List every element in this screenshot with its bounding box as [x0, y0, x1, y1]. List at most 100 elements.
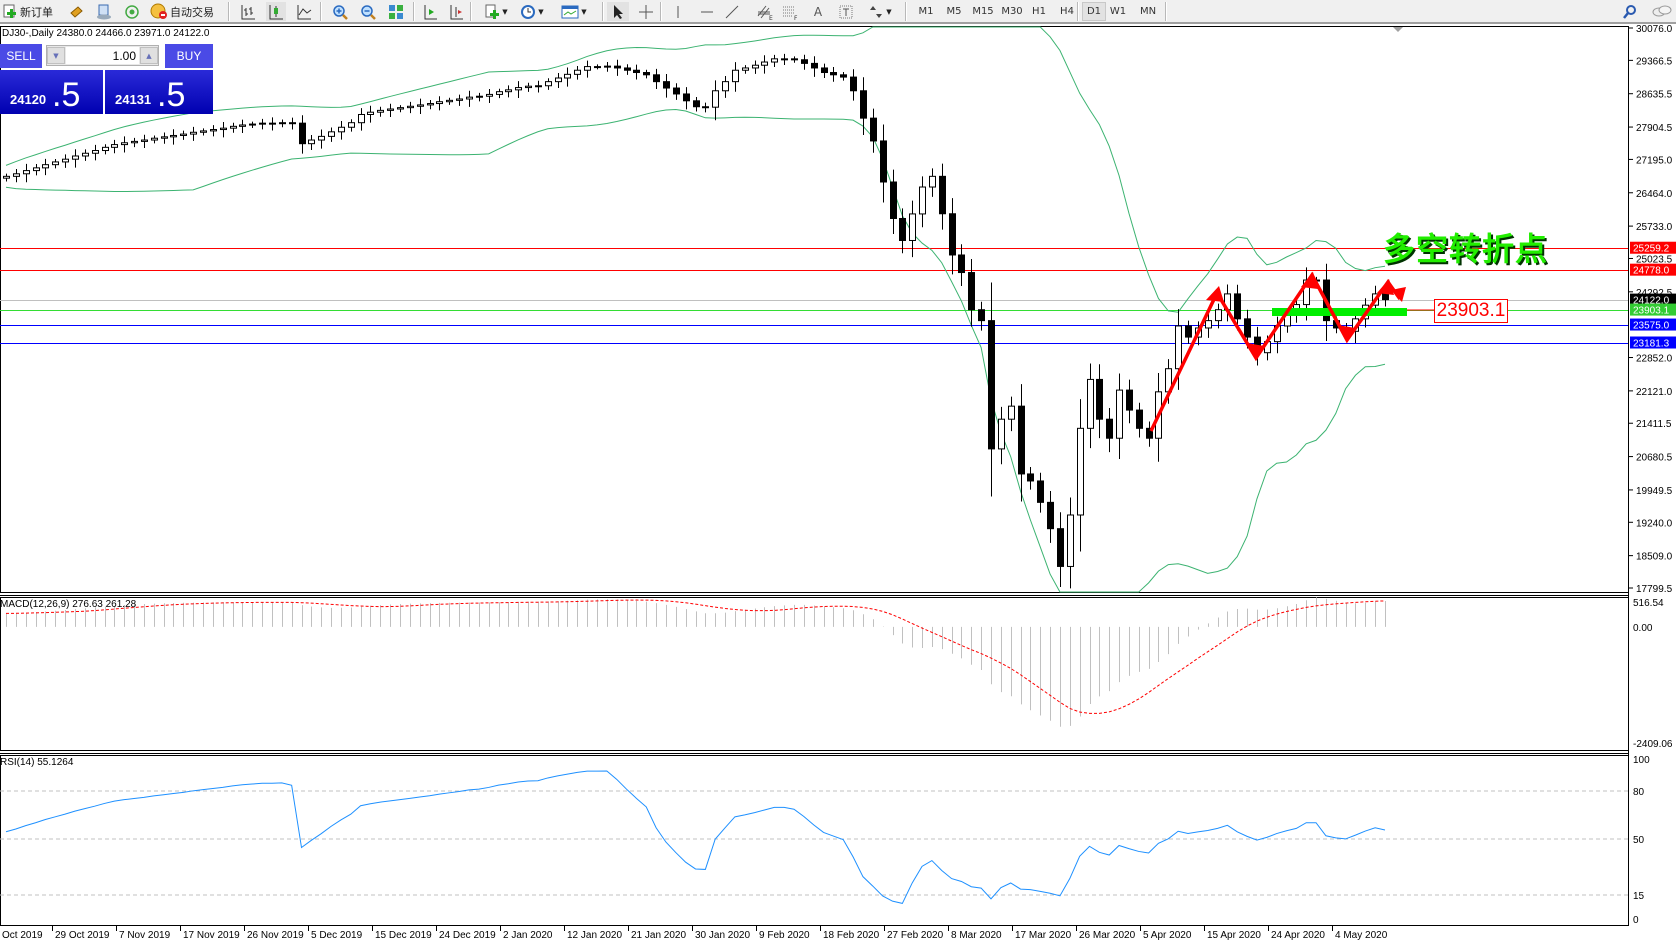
fibonacci-button[interactable]: F — [778, 2, 802, 21]
candlestick — [880, 124, 887, 203]
candlestick — [1027, 467, 1034, 490]
candle-body — [525, 85, 532, 89]
search-button[interactable] — [1620, 2, 1640, 21]
arrow-head-icon — [1338, 325, 1355, 342]
candlestick — [200, 128, 207, 136]
candlestick — [909, 200, 916, 258]
arrow-head-icon — [1301, 272, 1318, 289]
periods-button[interactable]: ▼ — [516, 2, 548, 21]
equidistant-channel-button[interactable]: E — [753, 2, 777, 21]
candlestick — [486, 88, 493, 104]
candlestick — [1037, 472, 1044, 513]
date-axis-label: 5 Apr 2020 — [1143, 930, 1192, 941]
terminal-button[interactable] — [94, 2, 114, 21]
level-price-label: 24122.0 — [1633, 296, 1670, 307]
timeframe-h1-button[interactable]: H1 — [1032, 6, 1046, 17]
navigator-button[interactable] — [66, 2, 86, 21]
candlestick — [72, 149, 79, 168]
text-label-button[interactable] — [836, 2, 856, 21]
candle-body — [781, 58, 788, 61]
horizontal-line-button[interactable] — [697, 2, 717, 21]
candlestick — [456, 94, 463, 106]
date-axis-label: 4 May 2020 — [1335, 930, 1388, 941]
indicators-button[interactable]: ▼ — [480, 2, 512, 21]
auto-trading-button[interactable]: 自动交易 — [150, 2, 222, 21]
line-chart-button[interactable] — [294, 2, 314, 21]
toolbar-separator — [1077, 2, 1079, 21]
auto-scroll-button[interactable] — [420, 2, 440, 21]
lot-increase-button[interactable]: ▲ — [140, 47, 158, 64]
bar-chart-button[interactable] — [238, 2, 258, 21]
new-order-button[interactable]: 新订单 — [2, 2, 60, 21]
chart-shift-button[interactable] — [446, 2, 466, 21]
zigzag-annotation — [1149, 271, 1434, 432]
candle-body — [752, 64, 759, 69]
timeframe-m15-button[interactable]: M15 — [972, 6, 994, 17]
candlestick — [23, 163, 30, 183]
candlestick — [397, 105, 404, 113]
candlestick — [752, 60, 759, 74]
sell-price-button[interactable]: 24120 .5 — [0, 70, 103, 114]
candle-body — [702, 106, 709, 109]
level-price-tag — [1630, 293, 1676, 306]
macd-axis-label: 0.00 — [1633, 623, 1653, 634]
timeframe-m30-button[interactable]: M30 — [1001, 6, 1023, 17]
sell-button[interactable]: SELL — [0, 44, 42, 68]
timeframe-w1-button[interactable]: W1 — [1109, 6, 1127, 17]
candlestick — [299, 115, 306, 154]
buy-price-button[interactable]: 24131 .5 — [105, 70, 213, 114]
candlestick — [821, 63, 828, 78]
date-axis-label: Oct 2019 — [2, 930, 43, 941]
candle-body — [584, 66, 591, 71]
cursor-button[interactable] — [607, 2, 629, 21]
price-axis-label: 30076.0 — [1636, 24, 1673, 35]
tile-windows-icon — [389, 4, 403, 19]
date-axis-label: 26 Nov 2019 — [247, 930, 304, 941]
timeframe-m1-button[interactable]: M1 — [918, 6, 934, 17]
search-icon — [1623, 4, 1636, 19]
text-button[interactable]: A — [808, 2, 828, 21]
candlestick — [1136, 402, 1143, 438]
zoom-out-button[interactable] — [358, 2, 378, 21]
toolbar-separator — [413, 2, 415, 21]
candlestick-button[interactable] — [266, 2, 286, 21]
timeframe-m5-button[interactable]: M5 — [946, 6, 962, 17]
crosshair-button[interactable] — [635, 2, 657, 21]
candlestick — [643, 69, 650, 79]
market-watch-button[interactable] — [122, 2, 142, 21]
candlestick — [525, 82, 532, 92]
buy-button[interactable]: BUY — [165, 44, 213, 68]
zoom-in-button[interactable] — [330, 2, 350, 21]
candlestick — [564, 67, 571, 87]
candle-body — [42, 164, 49, 169]
candle-body — [1126, 389, 1133, 411]
tile-windows-button[interactable] — [386, 2, 406, 21]
trendline-button[interactable] — [722, 2, 742, 21]
candlestick — [210, 125, 217, 137]
lot-size-input[interactable] — [66, 47, 139, 64]
toolbar-separator — [602, 2, 604, 21]
candlestick — [673, 83, 680, 100]
candle-body — [170, 134, 177, 138]
macd-axis-label: -2409.06 — [1633, 739, 1673, 750]
candlestick — [377, 106, 384, 117]
price-axis-label: 27904.5 — [1636, 123, 1673, 134]
lot-size-control: ▼ ▲ — [46, 45, 159, 66]
price-axis-label: 18509.0 — [1636, 552, 1673, 563]
candlestick — [230, 122, 237, 133]
candle-body — [180, 133, 187, 136]
shapes-button[interactable]: ▼ — [864, 2, 896, 21]
timeframe-mn-button[interactable]: MN — [1139, 6, 1157, 17]
toolbar-separator — [1165, 2, 1167, 21]
templates-button[interactable]: ▼ — [558, 2, 590, 21]
candlestick — [988, 282, 995, 497]
vertical-line-button[interactable] — [668, 2, 688, 21]
candle-body — [722, 81, 729, 92]
timeframe-h4-button[interactable]: H4 — [1060, 6, 1074, 17]
timeframe-d1-button[interactable]: D1 — [1082, 2, 1106, 21]
candle-body — [958, 254, 965, 274]
chat-button[interactable] — [1650, 2, 1674, 21]
chart-shift-marker[interactable] — [1393, 27, 1403, 32]
lot-decrease-button[interactable]: ▼ — [47, 47, 65, 64]
